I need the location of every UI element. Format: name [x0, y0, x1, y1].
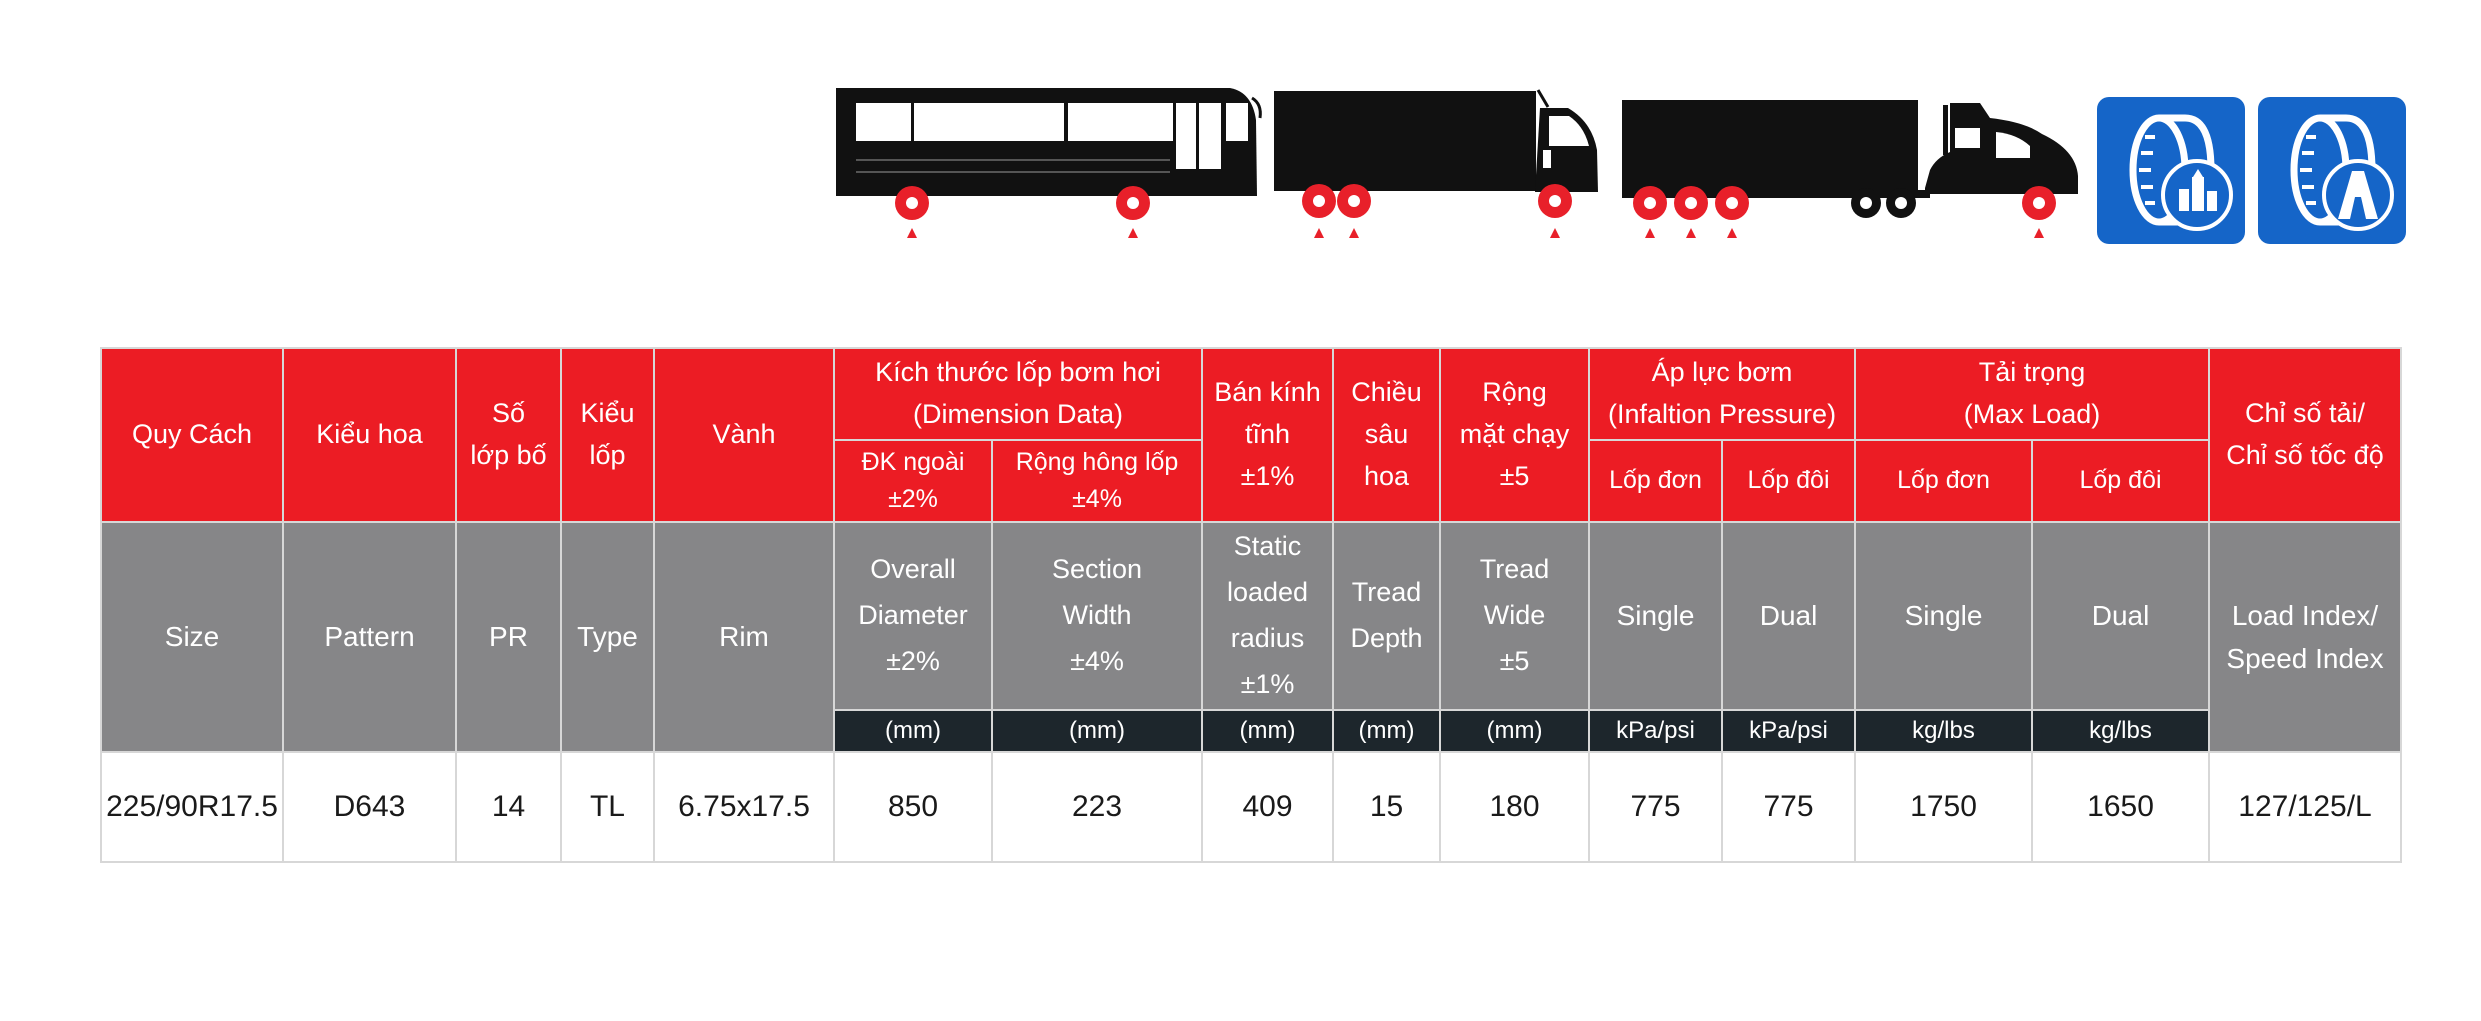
- vn-header-load-speed-index: Chỉ số tải/ Chỉ số tốc độ: [2208, 347, 2403, 523]
- unit-tread-depth: (mm): [1332, 709, 1442, 753]
- vn-header-type: Kiểu lốp: [560, 347, 655, 523]
- en-header-pressure-dual: Dual: [1721, 521, 1857, 711]
- cell-load-single: 1750: [1854, 751, 2034, 863]
- cell-static-radius: 409: [1201, 751, 1335, 863]
- vehicle-application-strip: [0, 0, 2481, 260]
- en-header-pressure-single: Single: [1588, 521, 1724, 711]
- cell-pressure-dual: 775: [1721, 751, 1857, 863]
- rigid-truck-icon: [1274, 89, 1598, 192]
- unit-tread-width: (mm): [1439, 709, 1591, 753]
- cell-load-dual: 1650: [2031, 751, 2211, 863]
- vn-header-pressure-single: Lốp đơn: [1588, 439, 1724, 523]
- tire-with-highway-icon: [2290, 114, 2394, 231]
- en-header-section-width: Section Width ±4%: [990, 521, 1204, 711]
- vn-header-tread-depth: Chiều sâu hoa: [1332, 347, 1442, 523]
- vehicle-illustrations: [836, 88, 2078, 238]
- cell-overall-diameter: 850: [833, 751, 993, 863]
- en-header-static-radius: Static loaded radius ±1%: [1201, 521, 1335, 711]
- vn-header-load-dual: Lốp đôi: [2031, 439, 2211, 523]
- en-header-type: Type: [560, 521, 655, 753]
- cell-load-speed-index: 127/125/L: [2208, 751, 2403, 863]
- wheel-position-markers: [895, 184, 2056, 238]
- en-header-tread-width: Tread Wide ±5: [1439, 521, 1591, 711]
- cell-pressure-single: 775: [1588, 751, 1724, 863]
- bus-icon: [836, 88, 1262, 196]
- en-header-rim: Rim: [653, 521, 835, 753]
- cell-pr: 14: [455, 751, 562, 863]
- unit-pressure-dual: kPa/psi: [1721, 709, 1857, 753]
- en-header-load-dual: Dual: [2031, 521, 2211, 711]
- table-row: 225/90R17.5 D643 14 TL 6.75x17.5 850 223…: [100, 751, 2403, 863]
- en-header-load-speed-index: Load Index/ Speed Index: [2208, 521, 2403, 753]
- tire-with-buildings-icon: [2129, 114, 2233, 231]
- unit-load-single: kg/lbs: [1854, 709, 2034, 753]
- en-header-size: Size: [100, 521, 284, 753]
- cell-pattern: D643: [282, 751, 457, 863]
- cell-tread-depth: 15: [1332, 751, 1442, 863]
- unit-overall-diameter: (mm): [833, 709, 993, 753]
- cell-section-width: 223: [990, 751, 1204, 863]
- unit-section-width: (mm): [990, 709, 1204, 753]
- unit-pressure-single: kPa/psi: [1588, 709, 1724, 753]
- vn-header-size: Quy Cách: [100, 347, 284, 523]
- en-header-pr: PR: [455, 521, 562, 753]
- en-header-load-single: Single: [1854, 521, 2034, 711]
- unit-static-radius: (mm): [1201, 709, 1335, 753]
- vn-header-tread-width: Rộng mặt chạy ±5: [1439, 347, 1591, 523]
- cell-type: TL: [560, 751, 655, 863]
- vn-header-rim: Vành: [653, 347, 835, 523]
- unit-load-dual: kg/lbs: [2031, 709, 2211, 753]
- urban-road-tire-badge: [2097, 97, 2245, 244]
- cell-tread-width: 180: [1439, 751, 1591, 863]
- en-header-tread-depth: Tread Depth: [1332, 521, 1442, 711]
- highway-tire-badge: [2258, 97, 2406, 244]
- en-header-overall-diameter: Overall Diameter ±2%: [833, 521, 993, 711]
- vn-header-pressure-dual: Lốp đôi: [1721, 439, 1857, 523]
- vn-header-pressure-group: Áp lực bơm (Infaltion Pressure): [1588, 347, 1857, 441]
- tire-spec-table: Quy Cách Kiểu hoa Số lớp bố Kiểu lốp Vàn…: [100, 347, 2403, 863]
- cell-size: 225/90R17.5: [100, 751, 284, 863]
- semi-trailer-icon: [1622, 100, 2078, 198]
- cell-rim: 6.75x17.5: [653, 751, 835, 863]
- vn-header-load-single: Lốp đơn: [1854, 439, 2034, 523]
- vn-header-load-group: Tải trọng (Max Load): [1854, 347, 2211, 441]
- en-header-pattern: Pattern: [282, 521, 457, 753]
- vn-header-overall-diameter: ĐK ngoài ±2%: [833, 439, 993, 523]
- vn-header-pr: Số lớp bố: [455, 347, 562, 523]
- vn-header-section-width: Rộng hông lốp ±4%: [990, 439, 1204, 523]
- semi-drive-wheels: [1851, 188, 1916, 218]
- vn-header-pattern: Kiểu hoa: [282, 347, 457, 523]
- vn-header-static-radius: Bán kính tĩnh ±1%: [1201, 347, 1335, 523]
- vn-header-dimension-group: Kích thước lốp bơm hơi (Dimension Data): [832, 347, 1204, 441]
